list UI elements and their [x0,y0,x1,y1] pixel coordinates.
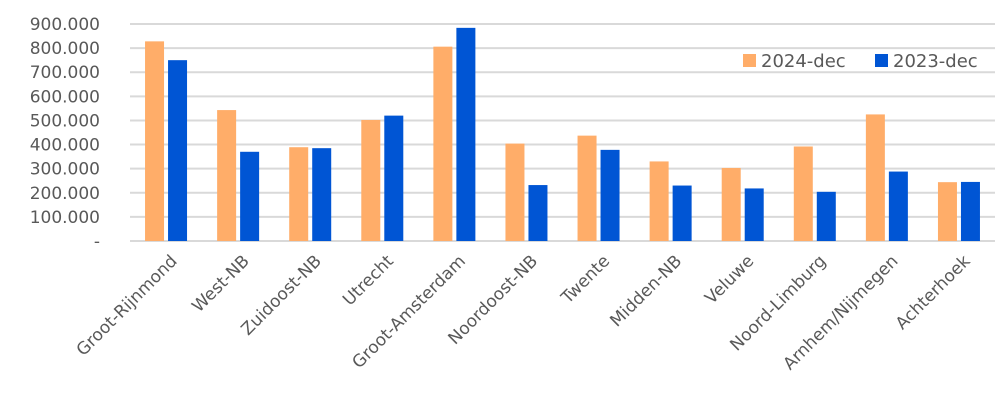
bar-2023-dec-Veluwe [744,188,764,241]
y-tick-label: 700.000 [30,63,100,83]
bar-2024-dec-Twente [577,135,597,241]
bars [145,27,980,242]
y-tick-label: 500.000 [30,111,100,131]
x-tick-label: Achterhoek [892,251,975,334]
bar-2024-dec-West-NB [217,110,237,242]
x-tick-label: Utrecht [339,251,398,310]
x-tick-label: Midden-NB [606,251,686,331]
y-tick-label: 200.000 [30,184,100,204]
y-axis-ticks: - 100.000 200.000 300.000 400.000 500.000 600.… [30,15,100,252]
y-tick-label: - [94,232,100,252]
legend-swatch-2023-dec [875,54,888,67]
bar-2023-dec-Twente [600,149,620,241]
bar-2024-dec-Groot-Amsterdam [433,46,453,241]
bar-2024-dec-Arnhem/Nijmegen [865,114,885,241]
bar-2024-dec-Zuidoost-NB [289,147,309,241]
y-tick-label: 300.000 [30,160,100,180]
y-tick-label: 800.000 [30,39,100,59]
bar-2023-dec-Noord-Limburg [816,191,836,241]
x-tick-label: Twente [557,251,614,308]
x-tick-label: Groot-Rijnmond [73,251,182,360]
bar-2024-dec-Achterhoek [937,182,957,241]
bar-2023-dec-Groot-Rijnmond [168,60,188,241]
gridlines [130,23,995,242]
legend-swatch-2024-dec [743,54,756,67]
bar-2023-dec-Zuidoost-NB [312,148,332,241]
bar-2024-dec-Utrecht [361,119,381,241]
y-tick-label: 100.000 [30,208,100,228]
legend: 2024-dec 2023-dec [743,51,978,72]
bar-2023-dec-Achterhoek [960,181,980,241]
x-tick-label: Veluwe [701,251,758,308]
x-tick-label: West-NB [188,251,253,316]
bar-2024-dec-Noordoost-NB [505,143,525,241]
legend-label: 2024-dec [761,51,846,72]
bar-2023-dec-West-NB [240,151,260,241]
y-tick-label: 400.000 [30,136,100,156]
bar-2023-dec-Groot-Amsterdam [456,27,476,242]
bar-2023-dec-Midden-NB [672,185,692,241]
y-tick-label: 900.000 [30,15,100,35]
bar-2023-dec-Utrecht [384,115,404,241]
legend-label: 2023-dec [893,51,978,72]
bar-2023-dec-Arnhem/Nijmegen [888,171,908,241]
bar-2024-dec-Midden-NB [649,161,669,241]
bar-2024-dec-Groot-Rijnmond [145,41,165,241]
bar-2023-dec-Noordoost-NB [528,185,548,241]
bar-2024-dec-Noord-Limburg [793,146,813,241]
bar-2024-dec-Veluwe [721,167,741,241]
y-tick-label: 600.000 [30,87,100,107]
